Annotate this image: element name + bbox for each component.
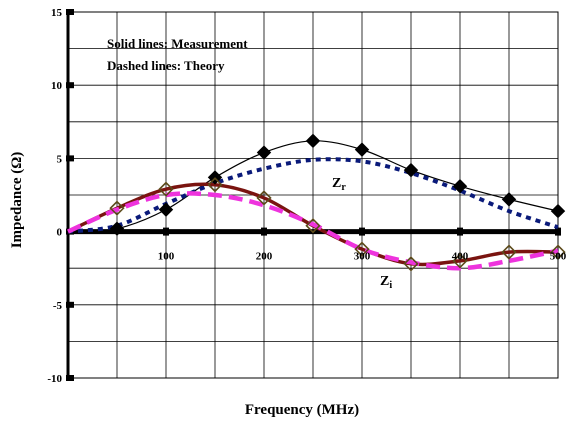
y-tick-label: 5 (57, 153, 63, 165)
marker-point-3 (256, 190, 272, 206)
y-tick-label: 0 (57, 227, 63, 239)
marker-point-3 (403, 256, 419, 272)
marker-point-1 (305, 133, 321, 149)
marker-point-1 (354, 142, 370, 157)
marker-point-3 (501, 244, 517, 260)
label-zr-base: Z (332, 176, 341, 191)
marker-point-3 (109, 200, 125, 216)
marker-point-1 (158, 202, 174, 217)
marker-point-1 (403, 162, 419, 178)
marker-point-1 (501, 192, 517, 207)
marker-point-1 (452, 179, 468, 194)
x-tick-label: 400 (452, 251, 469, 263)
x-tick-label: 300 (354, 251, 371, 263)
marker-point-3 (158, 181, 174, 197)
x-tick-label: 200 (256, 251, 273, 263)
label-zi: Zi (380, 274, 392, 291)
y-tick-mark (66, 9, 74, 15)
y-tick-mark (66, 82, 74, 89)
marker-point-1 (109, 221, 125, 236)
series-line-4 (67, 191, 559, 271)
marker-point-3 (305, 218, 321, 234)
y-tick-label: 15 (51, 7, 63, 19)
y-tick-label: 10 (51, 80, 63, 92)
marker-point-3 (354, 241, 370, 257)
label-zi-base: Z (380, 274, 389, 289)
y-tick-label: -10 (47, 373, 62, 385)
annotation-theory: Dashed lines: Theory (107, 58, 225, 73)
x-tick-mark (163, 227, 169, 236)
x-tick-mark (261, 227, 267, 236)
annotation-measurement: Solid lines: Measurement (107, 36, 248, 51)
x-tick-mark (457, 227, 463, 236)
x-tick-label: 500 (550, 251, 567, 263)
y-axis-label: Impedance (Ω) (9, 152, 25, 249)
y-tick-mark (66, 155, 74, 162)
x-tick-mark (359, 227, 365, 236)
label-zi-sub: i (389, 280, 392, 291)
x-tick-label: 100 (158, 251, 175, 263)
marker-point-1 (550, 203, 566, 219)
series-line-2 (67, 157, 559, 234)
marker-group (109, 133, 566, 272)
marker-point-1 (256, 145, 272, 160)
y-tick-mark (66, 375, 74, 381)
x-tick-mark (555, 227, 561, 236)
tick-labels: 15 10 5 0 -5 -10 100 200 300 400 500 (47, 7, 566, 385)
label-zr-sub: r (341, 182, 346, 193)
marker-point-3 (452, 253, 468, 269)
y-tick-label: -5 (53, 300, 63, 312)
y-tick-mark (66, 301, 74, 308)
marker-point-3 (550, 244, 566, 260)
x-axis-label: Frequency (MHz) (245, 402, 359, 418)
marker-point-3 (207, 177, 223, 193)
label-zr: Zr (332, 176, 346, 193)
